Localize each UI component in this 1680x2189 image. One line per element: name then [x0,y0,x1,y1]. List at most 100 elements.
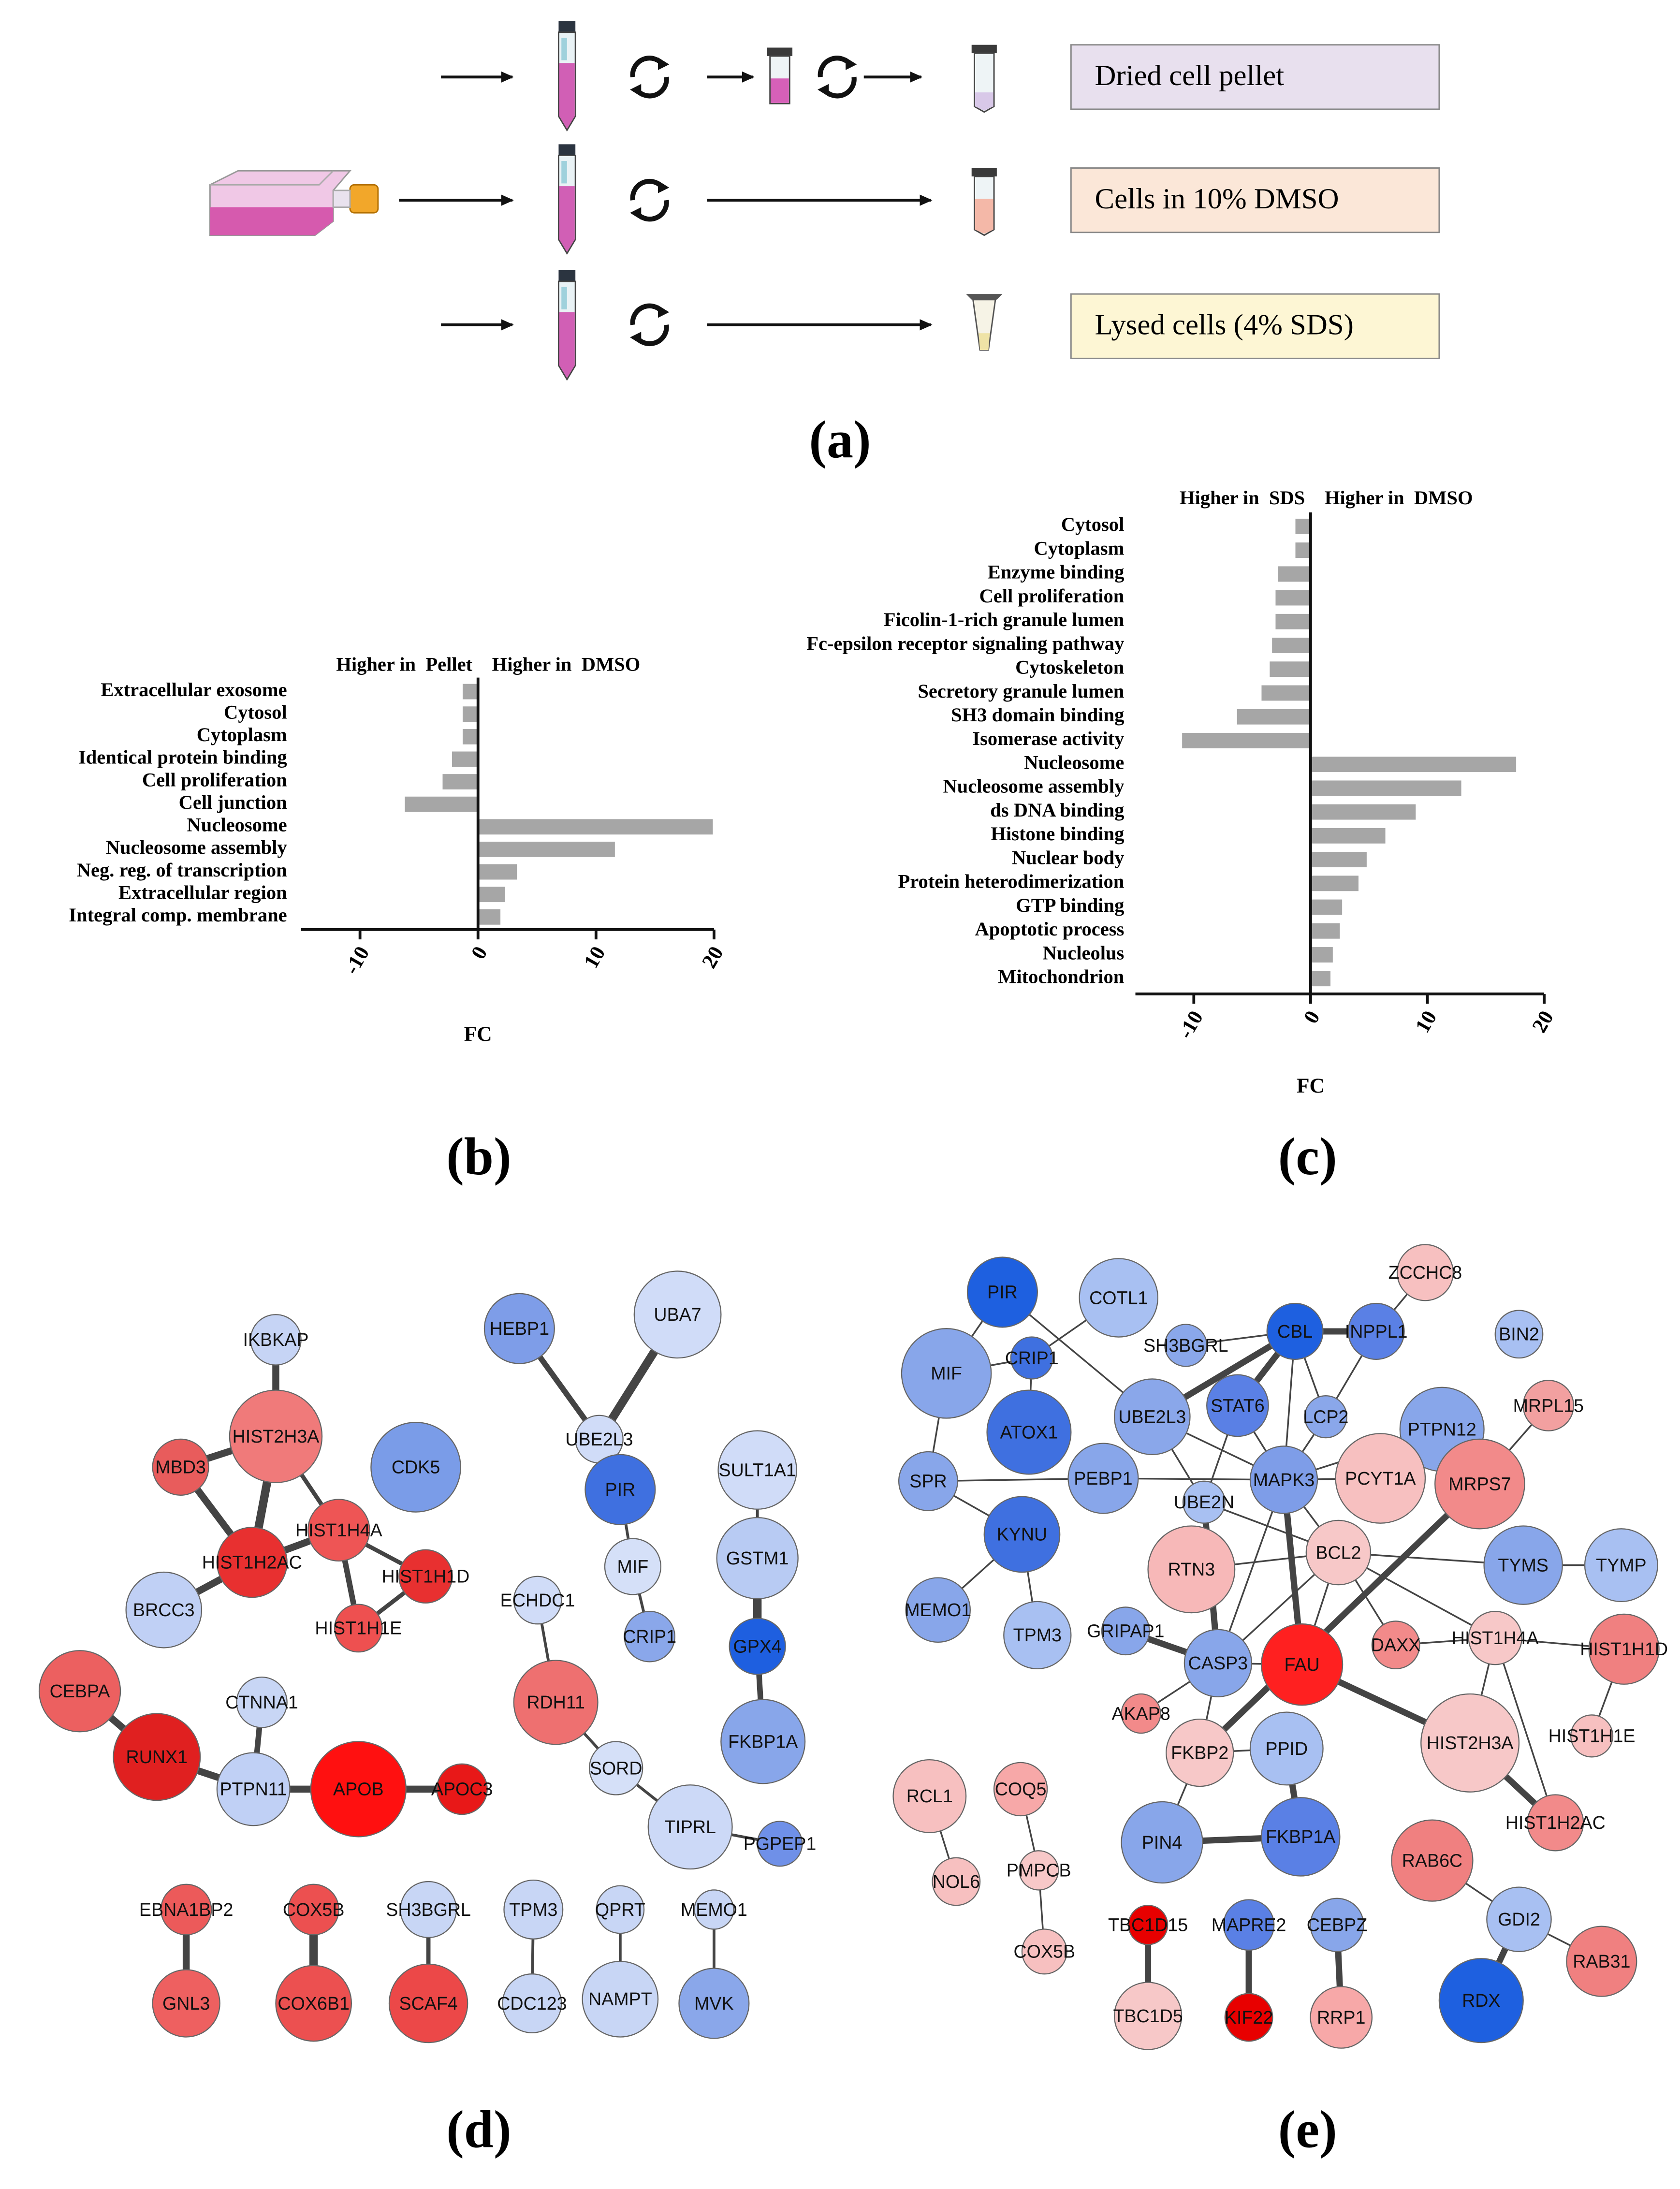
node-label: SORD [590,1758,643,1778]
x-tick-label: 20 [697,942,728,972]
node-label: CEBPZ [1307,1915,1367,1935]
node-label: SCAF4 [399,1993,457,2014]
node-label: BIN2 [1499,1324,1539,1344]
node [1527,1794,1584,1852]
node-label: QPRT [595,1899,645,1920]
bar [478,909,501,925]
node-label: ATOX1 [1000,1422,1058,1442]
left-header: Higher in SDS [1180,487,1305,509]
node-label: EBNA1BP2 [139,1899,234,1920]
node-label: BRCC3 [133,1600,195,1620]
bar [478,887,505,903]
node-label: IKBKAP [243,1329,309,1350]
node [1206,1374,1269,1437]
node-label: RUNX1 [126,1747,188,1767]
bar [1295,542,1311,558]
node [983,1496,1061,1573]
bar [1270,661,1311,677]
node-label: TPM3 [1013,1625,1062,1645]
node [229,1389,323,1483]
node [1335,1433,1426,1524]
node-label: UBA7 [654,1304,701,1325]
category-label: Isomerase activity [972,728,1124,749]
node [582,1960,659,2038]
node [1010,1336,1053,1380]
node-label: HIST1H1E [1549,1726,1636,1746]
category-label: Cell proliferation [142,769,287,790]
node-label: KYNU [997,1524,1048,1545]
bar [1295,518,1311,534]
node [717,1430,797,1510]
node-label: HIST1H2AC [202,1552,302,1573]
bar-chart: Extracellular exosomeCytosolCytoplasmIde… [69,654,728,1046]
node [892,1759,967,1833]
node-label: HIST1H4A [1452,1628,1539,1648]
node [1371,1620,1420,1670]
node-label: COX6B1 [278,1993,349,2014]
panel-label: (c) [1278,1127,1337,1186]
category-label: Cytosol [1061,513,1125,535]
node [1434,1438,1525,1530]
node-label: ECHDC1 [500,1590,575,1610]
node [216,1527,288,1598]
node [152,1969,220,2038]
node [1310,1986,1373,2049]
node [1304,1395,1347,1439]
right-header: Higher in DMSO [1325,487,1473,509]
node-label: HEBP1 [490,1318,549,1339]
node-label: STAT6 [1211,1395,1265,1416]
panel-label: (e) [1278,2100,1337,2159]
node-label: FKBP1A [728,1731,798,1751]
category-label: GTP binding [1016,894,1124,916]
x-tick-label: 0 [467,942,492,963]
category-label: Nucleosome [187,814,287,836]
node-label: CASP3 [1188,1653,1248,1673]
x-tick-label: -10 [340,942,374,978]
node [1522,1380,1575,1431]
bar [478,842,615,857]
node [1182,1480,1226,1524]
node [1468,1610,1522,1665]
node [1266,1302,1324,1360]
node [720,1699,806,1784]
step-label: Lysed cells (4% SDS) [1095,309,1354,341]
x-axis-title: FC [1297,1074,1325,1097]
node [1127,1905,1169,1945]
node-label: NOL6 [933,1871,980,1892]
node-label: CDC123 [497,1993,567,2014]
node-label: UBE2N [1174,1492,1234,1512]
x-tick-label: 10 [579,942,610,972]
node [307,1499,370,1562]
node [38,1650,121,1733]
panel-label: (a) [809,410,871,469]
node [250,1314,302,1366]
tube-icon [557,270,576,380]
category-label: Cytosol [224,701,287,723]
category-label: SH3 domain binding [951,704,1124,726]
node [1347,1302,1405,1360]
node [1121,1693,1161,1734]
category-label: Nucleosome assembly [106,836,287,858]
node [1164,1324,1208,1367]
node [1486,1886,1552,1952]
step-box [1070,293,1440,359]
bar [1310,757,1517,773]
node-label: TPM3 [509,1899,557,1920]
node [400,1881,457,1939]
left-header: Higher in Pellet [336,654,472,675]
node-label: APOC3 [431,1779,493,1799]
node-label: PIR [987,1282,1018,1302]
node-label: RDX [1462,1990,1500,2011]
bar [1310,947,1333,963]
x-tick-label: 0 [1299,1007,1324,1028]
node-label: FAU [1285,1654,1320,1675]
node [584,1454,656,1525]
bar [1237,709,1311,725]
bar [405,796,478,812]
x-axis-title: FC [464,1022,492,1046]
node-label: UBE2L3 [565,1429,633,1449]
node [986,1389,1072,1475]
node-label: SPR [909,1471,947,1491]
node [1019,1850,1059,1891]
